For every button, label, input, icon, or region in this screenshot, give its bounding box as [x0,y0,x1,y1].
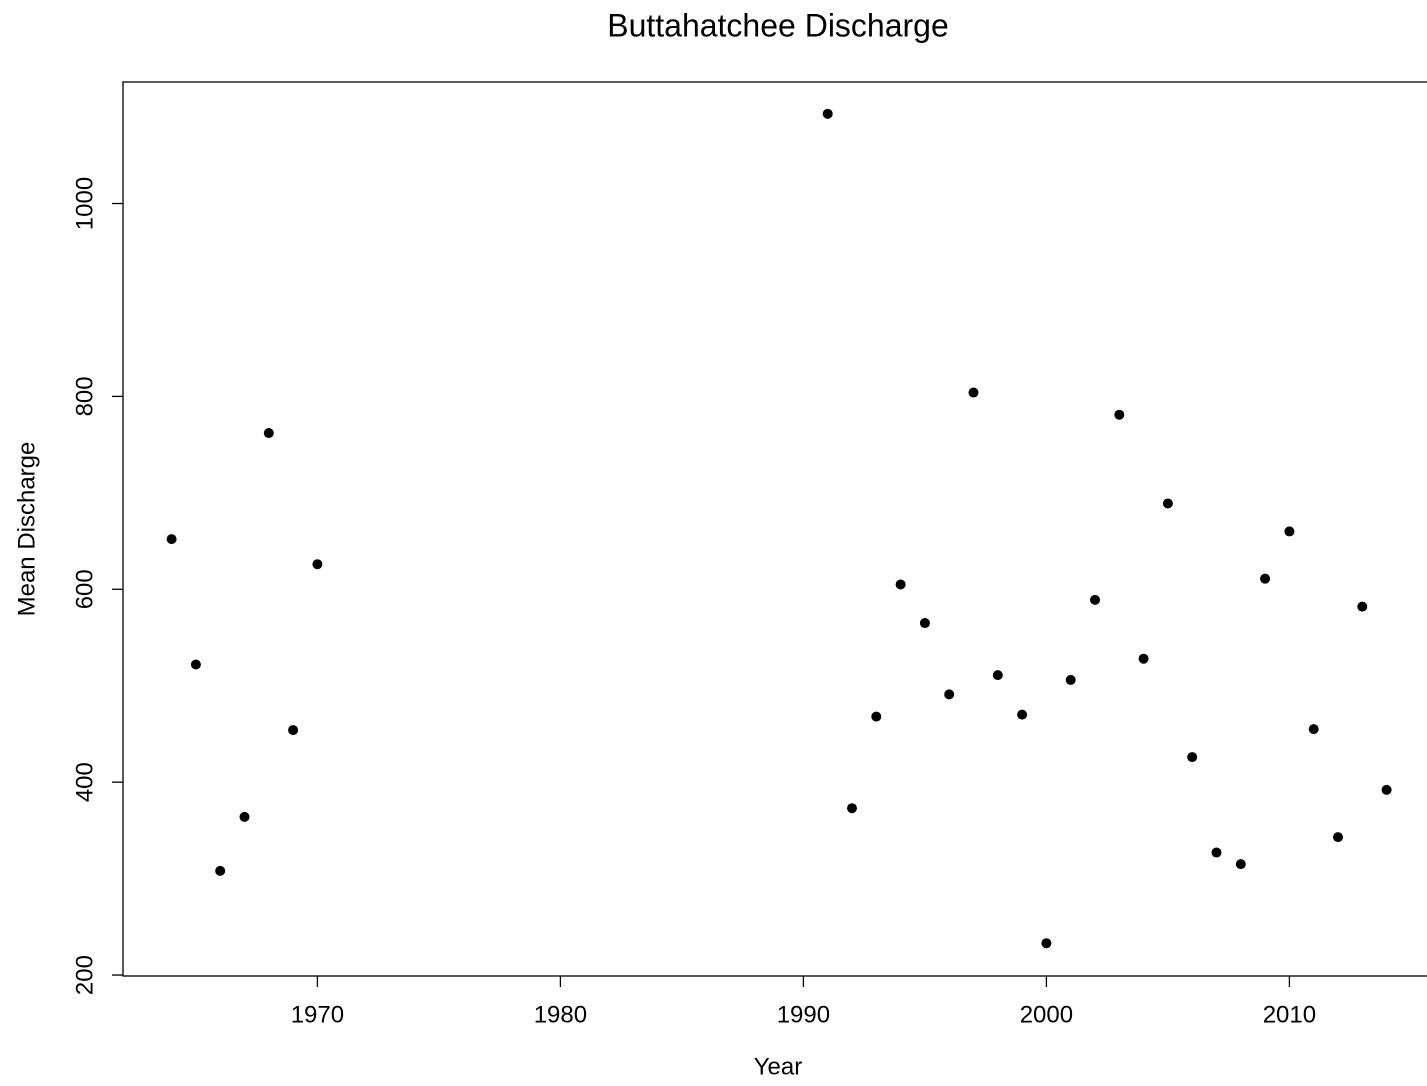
chart-title: Buttahatchee Discharge [607,7,949,43]
point [944,689,955,700]
y-tick-label: 200 [71,955,98,995]
point [822,108,833,119]
point [1211,847,1222,858]
point [992,670,1003,681]
point [1138,653,1149,664]
point [895,579,906,590]
x-tick-label: 1980 [534,1001,587,1028]
y-tick-label: 1000 [71,177,98,230]
point [1187,752,1198,763]
y-axis-label: Mean Discharge [13,442,40,617]
point [1114,409,1125,420]
x-tick-label: 2000 [1020,1001,1073,1028]
x-axis-label: Year [754,1053,803,1080]
point [919,618,930,629]
point [1284,526,1295,537]
point [1090,594,1100,605]
point [239,811,250,822]
point [1333,832,1343,843]
point [1260,573,1271,584]
point [190,659,201,670]
point [263,428,274,439]
point [968,387,979,398]
point [1308,724,1319,735]
x-tick-label: 1990 [777,1001,830,1028]
y-tick-label: 400 [71,762,98,802]
point [1041,938,1052,949]
point [1235,859,1246,870]
point [312,559,323,570]
point [1162,498,1173,509]
point [1357,601,1368,612]
point [1381,784,1392,795]
point [215,865,226,876]
y-tick-label: 600 [71,569,98,609]
y-tick-label: 800 [71,376,98,416]
point [871,711,882,722]
x-tick-label: 2010 [1263,1001,1316,1028]
point [1065,674,1076,685]
point [166,534,177,545]
plot-frame [122,81,1427,977]
point [847,803,857,814]
point [1017,709,1028,720]
x-tick-label: 1970 [291,1001,344,1028]
point [288,725,299,736]
